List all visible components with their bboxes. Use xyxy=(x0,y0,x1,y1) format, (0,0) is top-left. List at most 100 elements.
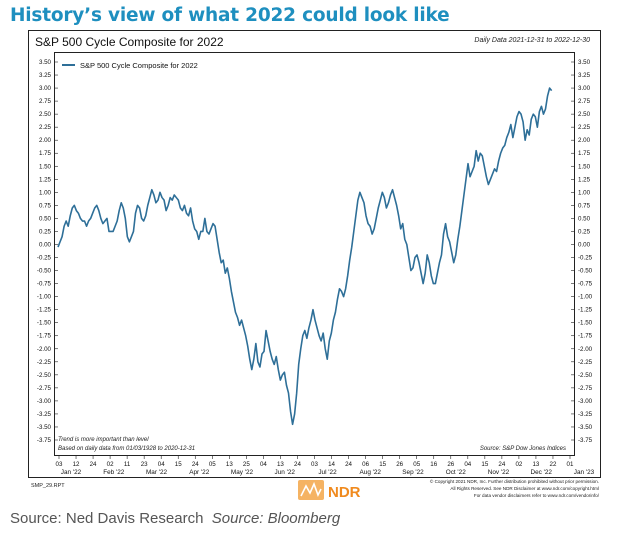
y-tick-label-left: -1.75 xyxy=(37,333,52,340)
y-tick-label-right: 3.50 xyxy=(578,59,591,66)
x-axis: 03 12 24 02 11 23 04 15 24 05 13 25 04 13 24 03 14 24 06 15… xyxy=(56,456,595,476)
source-primary: Source: Ned Davis Research xyxy=(10,510,204,527)
y-tick-label-right: -0.50 xyxy=(578,268,593,275)
x-month-label: Jun '22 xyxy=(275,469,296,476)
x-month-label: Apr '22 xyxy=(189,469,209,476)
copyright-line-3: For data vendor disclaimers refer to www… xyxy=(474,493,600,498)
y-tick-label-left: 2.00 xyxy=(39,137,52,144)
y-tick-label-right: -2.00 xyxy=(578,346,593,353)
chart-code: SMP_29.RPT xyxy=(31,483,65,489)
x-day-tick-label: 13 xyxy=(277,461,284,468)
x-day-tick-label: 24 xyxy=(90,461,97,468)
y-tick-label-right: 2.50 xyxy=(578,111,591,118)
plot-area-border xyxy=(54,52,575,456)
y-tick-label-right: 3.00 xyxy=(578,85,591,92)
x-day-tick-label: 22 xyxy=(550,461,557,468)
y-tick-label-left: 2.50 xyxy=(39,111,52,118)
y-tick-label-left: -2.00 xyxy=(37,346,52,353)
x-day-tick-label: 15 xyxy=(379,461,386,468)
y-tick-label-right: -2.25 xyxy=(578,359,593,366)
x-month-label: Aug '22 xyxy=(360,469,382,476)
y-tick-label-left: -3.25 xyxy=(37,411,52,418)
y-tick-label-right: 0.00 xyxy=(578,241,591,248)
y-tick-label-left: 1.50 xyxy=(39,163,52,170)
y-tick-label-left: 2.25 xyxy=(39,124,52,131)
y-tick-label-left: -0.75 xyxy=(37,281,52,288)
x-month-label: Sep '22 xyxy=(402,469,424,476)
x-month-label: Oct '22 xyxy=(446,469,466,476)
x-day-tick-label: 23 xyxy=(141,461,148,468)
y-axis-left: 3.50 3.25 3.00 2.75 2.50 2.25 2.00 1.75 1.50 1.25… xyxy=(37,59,58,444)
x-day-tick-label: 02 xyxy=(107,461,114,468)
copyright-line-2: All Rights Reserved. See NDR Disclaimer … xyxy=(450,486,599,491)
x-day-tick-label: 15 xyxy=(481,461,488,468)
x-day-tick-label: 05 xyxy=(209,461,216,468)
y-tick-label-left: -0.25 xyxy=(37,255,52,262)
y-tick-label-right: -2.75 xyxy=(578,385,593,392)
x-day-tick-label: 24 xyxy=(294,461,301,468)
x-day-tick-label: 25 xyxy=(243,461,250,468)
x-day-tick-label: 01 xyxy=(567,461,574,468)
y-tick-label-right: 0.50 xyxy=(578,215,591,222)
y-tick-label-left: -3.00 xyxy=(37,398,52,405)
y-tick-label-left: 3.00 xyxy=(39,85,52,92)
y-tick-label-right: 2.75 xyxy=(578,98,591,105)
y-tick-label-left: 3.25 xyxy=(39,72,52,79)
x-day-tick-label: 24 xyxy=(192,461,199,468)
x-day-tick-label: 14 xyxy=(328,461,335,468)
chart-title: S&P 500 Cycle Composite for 2022 xyxy=(35,35,224,49)
x-day-tick-label: 06 xyxy=(362,461,369,468)
x-day-tick-label: 24 xyxy=(345,461,352,468)
y-tick-label-left: 0.00 xyxy=(39,241,52,248)
y-tick-label-right: -1.50 xyxy=(578,320,593,327)
x-month-label: Mar '22 xyxy=(146,469,168,476)
y-tick-label-left: -1.00 xyxy=(37,294,52,301)
y-tick-label-right: -3.25 xyxy=(578,411,593,418)
y-tick-label-right: 1.50 xyxy=(578,163,591,170)
y-tick-label-right: -0.25 xyxy=(578,255,593,262)
x-day-tick-label: 12 xyxy=(73,461,80,468)
x-day-tick-label: 04 xyxy=(260,461,267,468)
y-tick-label-left: 0.25 xyxy=(39,228,52,235)
x-month-label: Jan '23 xyxy=(574,469,595,476)
y-tick-label-left: 3.50 xyxy=(39,59,52,66)
x-day-tick-label: 03 xyxy=(311,461,318,468)
y-tick-label-left: 2.75 xyxy=(39,98,52,105)
y-tick-label-right: -3.75 xyxy=(578,437,593,444)
y-tick-label-right: 1.75 xyxy=(578,150,591,157)
legend-label: S&P 500 Cycle Composite for 2022 xyxy=(80,61,198,70)
y-tick-label-left: 1.00 xyxy=(39,189,52,196)
y-tick-label-left: -2.25 xyxy=(37,359,52,366)
y-tick-label-right: 2.25 xyxy=(578,124,591,131)
page-title: History’s view of what 2022 could look l… xyxy=(10,5,450,26)
x-month-label: Jan '22 xyxy=(61,469,82,476)
y-tick-label-right: 0.25 xyxy=(578,228,591,235)
y-tick-label-left: 0.75 xyxy=(39,202,52,209)
y-tick-label-right: -1.25 xyxy=(578,307,593,314)
y-tick-label-left: -3.50 xyxy=(37,424,52,431)
x-day-tick-label: 03 xyxy=(56,461,63,468)
y-tick-label-left: -1.50 xyxy=(37,320,52,327)
chart-frame-border xyxy=(28,30,601,478)
y-axis-right: 3.50 3.25 3.00 2.75 2.50 2.25 2.00 1.75 1.50 1.25… xyxy=(571,59,593,444)
trend-note: Trend is more important than level xyxy=(58,437,149,443)
x-month-label: Nov '22 xyxy=(488,469,510,476)
y-tick-label-right: -1.75 xyxy=(578,333,593,340)
x-day-tick-label: 02 xyxy=(515,461,522,468)
y-tick-label-right: 1.25 xyxy=(578,176,591,183)
ndr-logo-icon xyxy=(298,480,324,500)
x-day-tick-label: 05 xyxy=(413,461,420,468)
y-tick-label-right: 0.75 xyxy=(578,202,591,209)
x-day-tick-label: 15 xyxy=(175,461,182,468)
x-day-tick-label: 04 xyxy=(158,461,165,468)
y-tick-label-left: -1.25 xyxy=(37,307,52,314)
y-tick-label-right: 2.00 xyxy=(578,137,591,144)
y-tick-label-right: -0.75 xyxy=(578,281,593,288)
x-day-tick-label: 16 xyxy=(430,461,437,468)
source-secondary: Source: Bloomberg xyxy=(211,510,341,527)
x-day-tick-label: 24 xyxy=(498,461,505,468)
x-month-label: May '22 xyxy=(231,469,254,476)
y-tick-label-right: -1.00 xyxy=(578,294,593,301)
y-tick-label-left: 1.75 xyxy=(39,150,52,157)
